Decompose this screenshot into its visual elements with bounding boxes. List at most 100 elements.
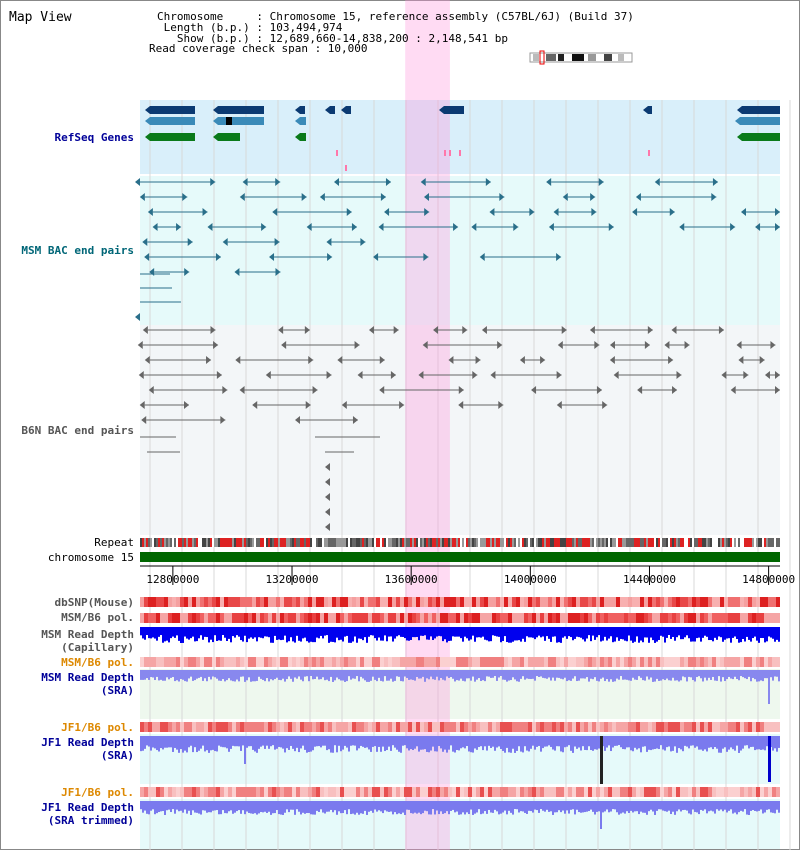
track-label-msm-b6-pol-1[interactable]: MSM/B6 pol. bbox=[61, 611, 134, 624]
depth-bar bbox=[668, 627, 670, 636]
depth-bar bbox=[380, 627, 382, 641]
heat-cell bbox=[612, 657, 616, 667]
track-label-msm-bac[interactable]: MSM BAC end pairs bbox=[21, 244, 134, 257]
heat-cell bbox=[452, 657, 456, 667]
repeat-element bbox=[344, 538, 346, 547]
repeat-element bbox=[218, 538, 220, 547]
heat-cell bbox=[312, 787, 316, 797]
depth-bar bbox=[140, 801, 142, 810]
heat-cell bbox=[552, 597, 556, 607]
heat-cell bbox=[368, 657, 372, 667]
depth-bar bbox=[662, 670, 664, 680]
heat-cell bbox=[712, 657, 716, 667]
repeat-element bbox=[230, 538, 232, 547]
repeat-element bbox=[452, 538, 454, 547]
depth-bar bbox=[738, 801, 740, 813]
track-label-msm-depth-capillary[interactable]: MSM Read Depth (Capillary) bbox=[41, 628, 134, 654]
depth-bar bbox=[556, 801, 558, 813]
heat-cell bbox=[140, 613, 144, 623]
depth-bar bbox=[750, 670, 752, 682]
repeat-element bbox=[568, 538, 570, 547]
depth-bar bbox=[436, 736, 438, 752]
track-label-msm-depth-sra[interactable]: MSM Read Depth (SRA) bbox=[41, 671, 134, 697]
heat-cell bbox=[472, 657, 476, 667]
track-label-jf1-b6-pol-1[interactable]: JF1/B6 pol. bbox=[61, 721, 134, 734]
depth-bar bbox=[160, 801, 162, 812]
depth-bar bbox=[740, 801, 742, 811]
bac-end-arrow-icon bbox=[384, 208, 390, 216]
heat-cell bbox=[640, 597, 644, 607]
heat-cell bbox=[428, 657, 432, 667]
depth-bar bbox=[254, 670, 256, 682]
heat-cell bbox=[340, 613, 344, 623]
track-label-b6n-bac[interactable]: B6N BAC end pairs bbox=[21, 424, 134, 437]
depth-bar bbox=[380, 736, 382, 752]
depth-bar bbox=[718, 801, 720, 811]
depth-bar bbox=[564, 670, 566, 678]
bac-end-arrow-icon bbox=[458, 386, 464, 394]
depth-bar bbox=[212, 670, 214, 677]
heat-cell bbox=[248, 722, 252, 732]
depth-bar bbox=[576, 627, 578, 637]
depth-bar bbox=[402, 627, 404, 637]
depth-bar bbox=[258, 801, 260, 814]
depth-bar bbox=[268, 627, 270, 638]
repeat-element bbox=[324, 538, 326, 547]
heat-cell bbox=[196, 722, 200, 732]
heat-cell bbox=[404, 787, 408, 797]
depth-bar bbox=[304, 627, 306, 638]
depth-bar bbox=[596, 627, 598, 638]
depth-bar bbox=[350, 801, 352, 815]
depth-bar bbox=[438, 801, 440, 815]
depth-bar bbox=[508, 736, 510, 753]
depth-bar bbox=[252, 670, 254, 682]
heat-cell bbox=[360, 613, 364, 623]
repeat-element bbox=[502, 538, 504, 547]
track-label-dbsnp[interactable]: dbSNP(Mouse) bbox=[54, 596, 134, 609]
bac-end-arrow-icon bbox=[222, 238, 228, 246]
depth-bar bbox=[280, 736, 282, 748]
heat-cell bbox=[356, 613, 360, 623]
track-label-jf1-depth-sra[interactable]: JF1 Read Depth (SRA) bbox=[41, 736, 134, 762]
repeat-element bbox=[622, 538, 624, 547]
gene-exon bbox=[226, 117, 232, 125]
depth-bar bbox=[316, 670, 318, 677]
depth-bar bbox=[458, 736, 460, 751]
repeat-element bbox=[764, 538, 766, 547]
repeat-element bbox=[654, 538, 656, 547]
depth-bar bbox=[498, 627, 500, 637]
depth-bar bbox=[342, 627, 344, 642]
depth-bar bbox=[514, 801, 516, 810]
heat-cell bbox=[476, 613, 480, 623]
track-label-refseq[interactable]: RefSeq Genes bbox=[54, 131, 134, 144]
heat-cell bbox=[724, 597, 728, 607]
repeat-element bbox=[544, 538, 546, 547]
track-label-jf1-b6-pol-2[interactable]: JF1/B6 pol. bbox=[61, 786, 134, 799]
depth-bar bbox=[742, 670, 744, 678]
repeat-element bbox=[154, 538, 156, 547]
heat-cell bbox=[580, 597, 584, 607]
heat-cell bbox=[592, 597, 596, 607]
heat-cell bbox=[232, 787, 236, 797]
heat-cell bbox=[720, 613, 724, 623]
depth-bar bbox=[566, 670, 568, 682]
depth-bar bbox=[274, 736, 276, 750]
depth-bar bbox=[520, 736, 522, 752]
depth-bar bbox=[388, 801, 390, 812]
depth-bar bbox=[622, 670, 624, 680]
depth-bar bbox=[268, 801, 270, 812]
bac-end-arrow-icon bbox=[142, 238, 148, 246]
repeat-element bbox=[156, 538, 158, 547]
depth-bar bbox=[404, 736, 406, 746]
heat-cell bbox=[520, 787, 524, 797]
track-label-jf1-depth-trimmed[interactable]: JF1 Read Depth (SRA trimmed) bbox=[41, 801, 134, 827]
track-label-msm-b6-pol-2[interactable]: MSM/B6 pol. bbox=[61, 656, 134, 669]
depth-bar bbox=[154, 736, 156, 749]
heat-cell bbox=[560, 787, 564, 797]
depth-bar bbox=[470, 736, 472, 753]
repeat-element bbox=[586, 538, 588, 547]
repeat-element bbox=[220, 538, 222, 547]
depth-bar bbox=[468, 627, 470, 641]
depth-bar bbox=[598, 736, 600, 749]
